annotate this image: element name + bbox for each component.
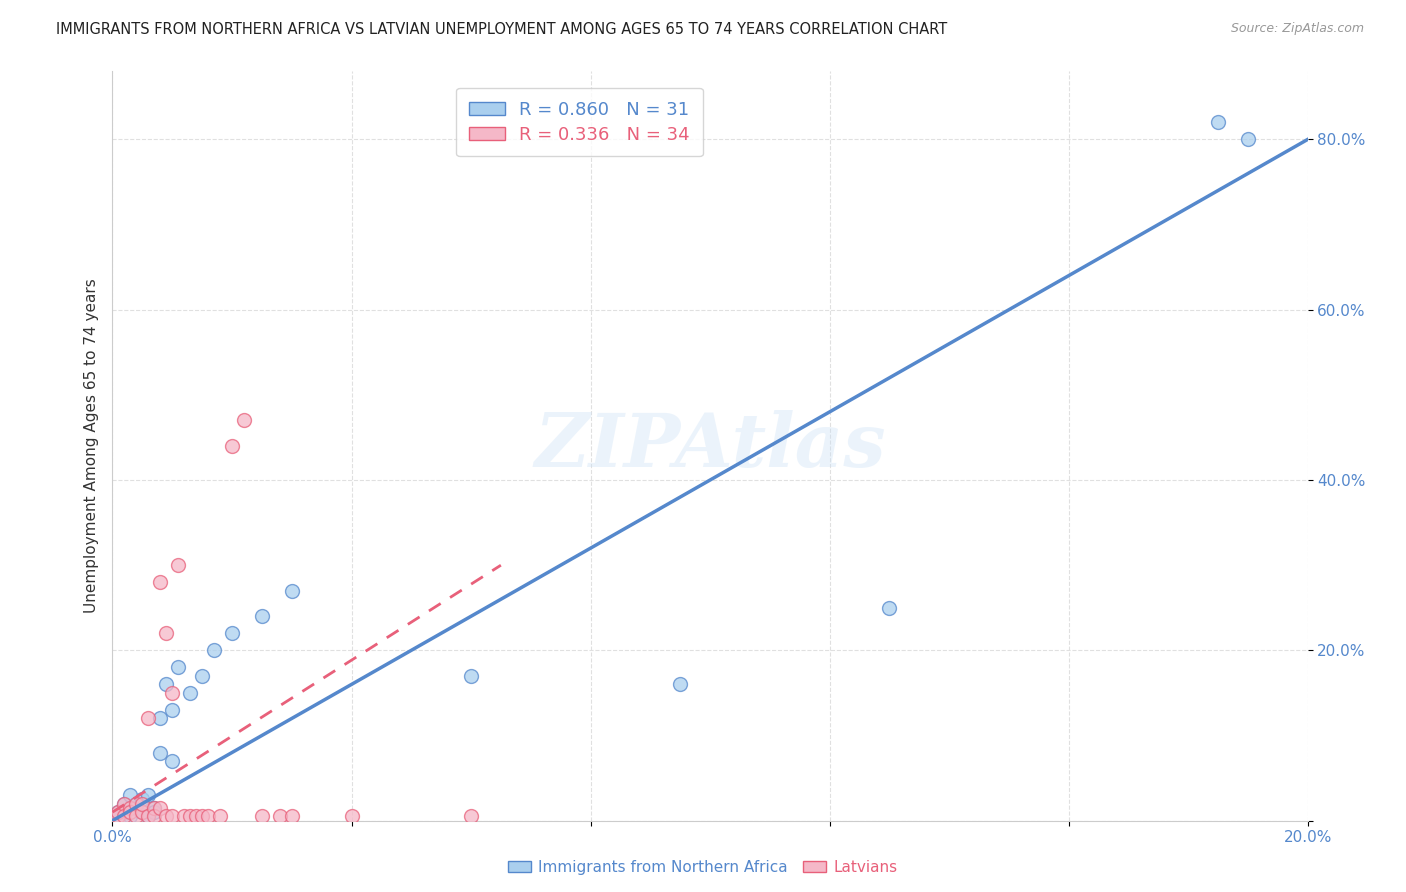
Point [143,801,166,815]
Point [120,801,142,815]
Point [162,703,183,717]
Point [114,797,135,811]
Point [460,669,482,683]
Point [149,575,172,590]
Legend: R = 0.860   N = 31, R = 0.336   N = 34: R = 0.860 N = 31, R = 0.336 N = 34 [456,88,703,156]
Text: ZIPAtlas: ZIPAtlas [534,409,886,483]
Point [340,809,363,823]
Text: Source: ZipAtlas.com: Source: ZipAtlas.com [1230,22,1364,36]
Point [107,805,129,819]
Point [162,754,183,768]
Text: IMMIGRANTS FROM NORTHERN AFRICA VS LATVIAN UNEMPLOYMENT AMONG AGES 65 TO 74 YEAR: IMMIGRANTS FROM NORTHERN AFRICA VS LATVI… [56,22,948,37]
Point [149,801,172,815]
Point [233,413,256,427]
Point [191,809,214,823]
Point [143,809,166,823]
Point [1237,132,1260,146]
Legend: Immigrants from Northern Africa, Latvians: Immigrants from Northern Africa, Latvian… [502,854,904,881]
Point [107,805,129,819]
Point [669,677,692,691]
Point [120,788,142,802]
Point [250,609,273,624]
Point [167,558,190,573]
Point [143,805,166,819]
Point [155,677,177,691]
Point [879,600,901,615]
Point [149,746,172,760]
Point [197,809,219,823]
Point [131,805,153,819]
Point [138,711,160,725]
Point [143,801,166,815]
Point [162,809,183,823]
Point [114,797,135,811]
Point [202,643,225,657]
Point [125,797,148,811]
Point [269,809,291,823]
Point [114,805,135,819]
Point [221,439,243,453]
Point [221,626,243,640]
Point [131,797,153,811]
Point [125,801,148,815]
Point [250,809,273,823]
Point [131,805,153,819]
Point [114,809,135,823]
Point [107,809,129,823]
Point [149,711,172,725]
Point [120,805,142,819]
Point [138,788,160,802]
Point [131,792,153,806]
Point [107,809,129,823]
Point [138,809,160,823]
Point [281,583,304,598]
Point [460,809,482,823]
Point [155,809,177,823]
Point [186,809,208,823]
Point [1206,115,1229,129]
Point [167,660,190,674]
Point [281,809,304,823]
Y-axis label: Unemployment Among Ages 65 to 74 years: Unemployment Among Ages 65 to 74 years [83,278,98,614]
Point [125,797,148,811]
Point [125,809,148,823]
Point [162,686,183,700]
Point [209,809,232,823]
Point [191,669,214,683]
Point [179,686,201,700]
Point [138,809,160,823]
Point [120,809,142,823]
Point [173,809,195,823]
Point [179,809,201,823]
Point [155,626,177,640]
